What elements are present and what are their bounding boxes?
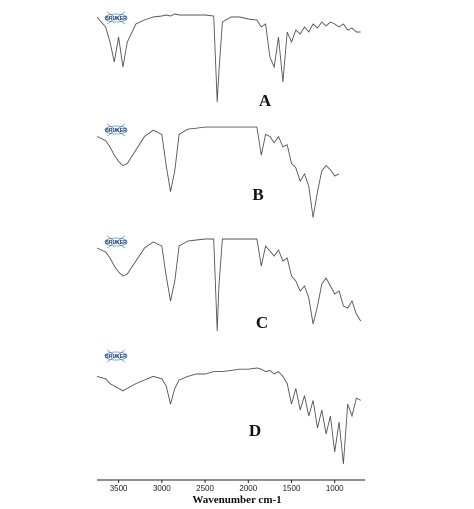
x-tick-label: 3500: [110, 484, 128, 493]
x-axis-title: Wavenumber cm-1: [192, 494, 281, 506]
logo-cross: [106, 11, 126, 25]
logo-swoosh: [104, 125, 128, 135]
x-tick-label: 1500: [283, 484, 301, 493]
logo-cross: [106, 235, 126, 249]
spectrum-line: [96, 126, 340, 218]
logo-cross: [106, 349, 126, 363]
series-label: C: [256, 313, 268, 332]
series-label: D: [249, 421, 261, 440]
spectrum-line: [96, 13, 361, 103]
logo-text: BRUKER: [105, 240, 127, 246]
spectrum-line: [96, 238, 362, 332]
logo-text: BRUKER: [105, 16, 127, 22]
x-tick-label: 2000: [239, 484, 257, 493]
logo-text: BRUKER: [105, 354, 127, 360]
series-label: A: [259, 91, 272, 110]
logo-swoosh: [104, 351, 128, 361]
logo-swoosh: [104, 237, 128, 247]
x-tick-label: 3000: [153, 484, 171, 493]
x-tick-label: 1000: [326, 484, 344, 493]
logo-text: BRUKER: [105, 128, 127, 134]
x-tick-label: 2500: [196, 484, 214, 493]
series-label: B: [252, 185, 263, 204]
logo-cross: [106, 123, 126, 137]
logo-swoosh: [104, 13, 128, 23]
spectrum-line: [96, 367, 361, 465]
